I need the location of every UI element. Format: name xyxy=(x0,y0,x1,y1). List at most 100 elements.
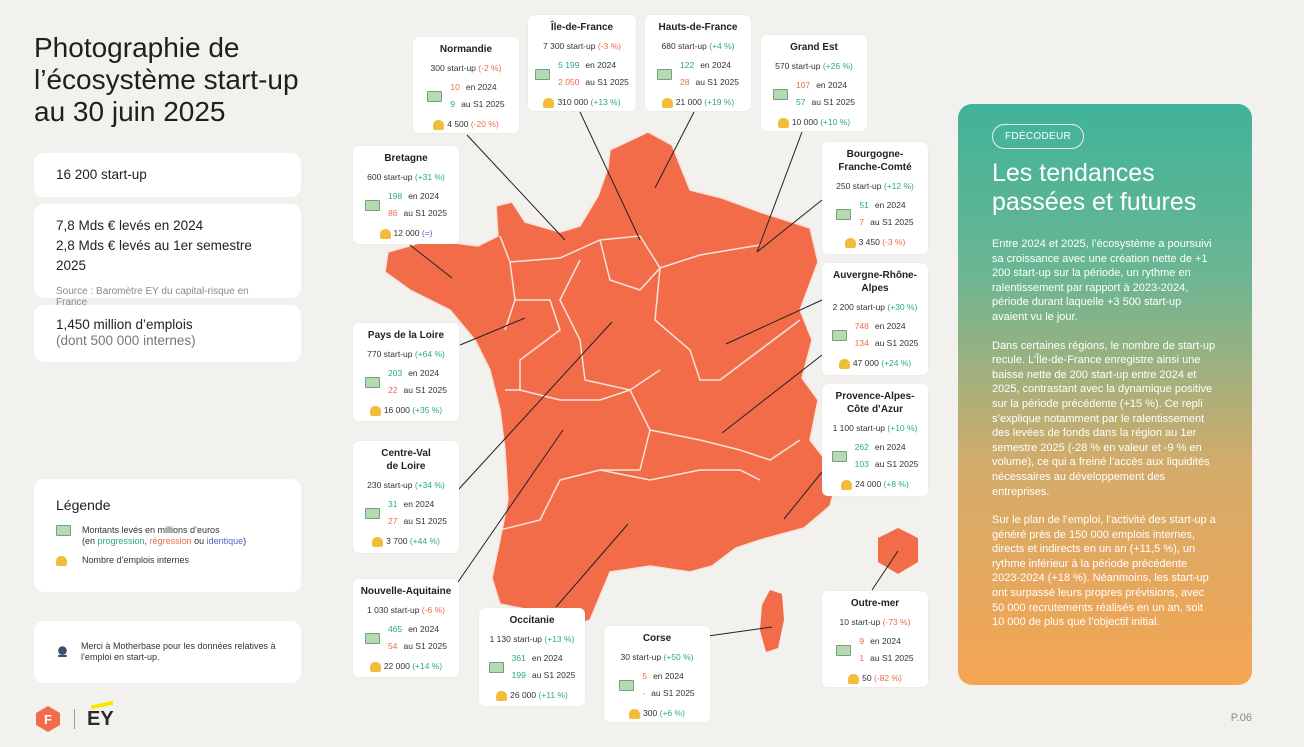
region-card-centre-val-de-loire: Centre-Val de Loire 230 start-up (+34 %) … xyxy=(353,441,459,553)
panel-title: Les tendances passées et futures xyxy=(992,159,1218,217)
region-name-2: de Loire xyxy=(386,461,426,472)
motherbase-icon xyxy=(58,646,67,658)
label-2024: en 2024 xyxy=(403,499,435,509)
jobs-count: 16 000 xyxy=(383,405,410,415)
raised-2024: 31 xyxy=(388,499,398,509)
startup-count: 10 start-up xyxy=(839,617,881,627)
region-name-1: Auvergne-Rhône- xyxy=(833,270,917,281)
startup-count: 30 start-up xyxy=(620,652,662,662)
jobs-count: 3 450 xyxy=(858,237,880,247)
startup-delta: (+4 %) xyxy=(709,41,735,51)
people-icon xyxy=(369,405,381,416)
label-s1: au S1 2025 xyxy=(651,688,695,698)
label-s1: au S1 2025 xyxy=(403,516,447,526)
region-card-outre-mer: Outre-mer 10 start-up (-73 %) 9 en 2024 1 a… xyxy=(822,591,928,687)
jobs-sub: (dont 500 000 internes) xyxy=(56,333,196,348)
jobs-count: 47 000 xyxy=(852,358,879,368)
region-name-2: Franche-Comté xyxy=(838,162,912,173)
region-name: Grand Est xyxy=(790,42,838,53)
startup-delta: (-3 %) xyxy=(597,41,621,51)
jobs-count: 22 000 xyxy=(383,661,410,671)
jobs-delta: (=) xyxy=(421,228,433,238)
money-icon xyxy=(836,208,852,220)
region-card-pays-de-la-loire: Pays de la Loire 770 start-up (+64 %) 20… xyxy=(353,323,459,421)
raised-s1: 22 xyxy=(388,385,398,395)
startup-count: 1 030 start-up xyxy=(367,605,420,615)
startup-count: 2 200 start-up xyxy=(832,302,886,312)
startup-count: 600 start-up xyxy=(367,172,413,182)
region-card-grand-est: Grand Est 570 start-up (+26 %) 107 en 202… xyxy=(761,35,867,131)
label-2024: en 2024 xyxy=(874,442,906,452)
startup-count: 1 130 start-up xyxy=(489,634,543,644)
jobs-delta: (+8 %) xyxy=(883,479,909,489)
region-name: Bretagne xyxy=(384,153,428,164)
raised-2024: 122 xyxy=(680,60,695,70)
money-icon xyxy=(427,90,443,102)
startup-delta: (-6 %) xyxy=(421,605,445,615)
raised-s1: 86 xyxy=(388,208,398,218)
raised-s1: 54 xyxy=(388,641,398,651)
legend-money-row: Montants levés en millions d’euros (en p… xyxy=(56,525,279,547)
startup-count: 680 start-up xyxy=(661,41,707,51)
people-icon xyxy=(841,479,853,490)
startup-delta: (+26 %) xyxy=(822,61,853,71)
startup-delta: (+13 %) xyxy=(544,634,575,644)
legend-or: ou xyxy=(191,536,207,546)
raised-s1: 199 xyxy=(511,670,526,680)
people-icon xyxy=(56,555,67,566)
raised-2024: 5 199 xyxy=(558,60,580,70)
region-name-1: Centre-Val xyxy=(381,448,431,459)
jobs-count: 10 000 xyxy=(791,117,818,127)
startup-count: 230 start-up xyxy=(367,480,413,490)
legend-comma: , xyxy=(144,536,150,546)
trends-panel: FDÉCODEUR Les tendances passées et futur… xyxy=(958,104,1252,685)
legend-money-label: Montants levés en millions d’euros xyxy=(82,525,220,535)
startup-delta: (+31 %) xyxy=(414,172,445,182)
legend-prefix: (en xyxy=(82,536,98,546)
label-s1: au S1 2025 xyxy=(695,77,739,87)
label-2024: en 2024 xyxy=(870,636,901,646)
region-card-nouvelle-aquitaine: Nouvelle-Aquitaine 1 030 start-up (-6 %)… xyxy=(353,579,459,677)
startup-count: 570 start-up xyxy=(775,61,821,71)
region-name-2: Côte d’Azur xyxy=(846,404,904,415)
jobs-delta: (+44 %) xyxy=(409,536,440,546)
label-2024: en 2024 xyxy=(653,671,684,681)
people-icon xyxy=(629,708,641,719)
region-name-2: Alpes xyxy=(861,283,889,294)
raised-2024: 10 xyxy=(450,82,460,92)
raised-2024: 465 xyxy=(388,624,403,634)
region-name: Île-de-France xyxy=(550,22,614,33)
region-card-ile-de-france: Île-de-France 7 300 start-up (-3 %) 5 19… xyxy=(528,15,636,111)
raised-2024: 361 xyxy=(511,653,526,663)
raised-s1: - xyxy=(642,688,646,698)
people-icon xyxy=(372,536,384,547)
jobs-count: 4 500 xyxy=(447,119,469,129)
jobs-count: 3 700 xyxy=(386,536,408,546)
ey-logo-text: EY xyxy=(87,707,114,730)
people-icon xyxy=(661,97,673,108)
fdecodeur-logo-icon: F xyxy=(36,706,60,732)
title-line-3: au 30 juin 2025 xyxy=(34,96,226,127)
raised-2024: 51 xyxy=(859,200,869,210)
thanks-text: Merci à Motherbase pour les données rela… xyxy=(80,641,276,662)
label-2024: en 2024 xyxy=(465,82,497,92)
jobs-count: 24 000 xyxy=(855,479,882,489)
raised-2024: 262 xyxy=(854,442,869,452)
region-card-corse: Corse 30 start-up (+50 %) 5 en 2024- au S1… xyxy=(604,626,710,722)
legend-progression: progression xyxy=(97,536,145,546)
raised-s1: 27 xyxy=(388,516,398,526)
region-card-provence-alpes-cote-d-azur: Provence-Alpes- Côte d’Azur 1 100 start-u… xyxy=(822,384,928,496)
footer-logos: F EY xyxy=(34,700,114,733)
jobs-count: 1,450 million d’emplois xyxy=(56,317,193,332)
region-card-hauts-de-france: Hauts-de-France 680 start-up (+4 %) 122 e… xyxy=(645,15,751,111)
raised-2024: 9 xyxy=(859,636,865,646)
label-2024: en 2024 xyxy=(874,321,906,331)
region-card-occitanie: Occitanie 1 130 start-up (+13 %) 361 en 2… xyxy=(479,608,585,706)
money-icon xyxy=(365,199,381,211)
people-icon xyxy=(838,358,850,369)
money-icon xyxy=(657,68,673,80)
startup-delta: (-73 %) xyxy=(882,617,911,627)
raised-s1: 103 xyxy=(854,459,869,469)
money-icon xyxy=(619,679,635,691)
